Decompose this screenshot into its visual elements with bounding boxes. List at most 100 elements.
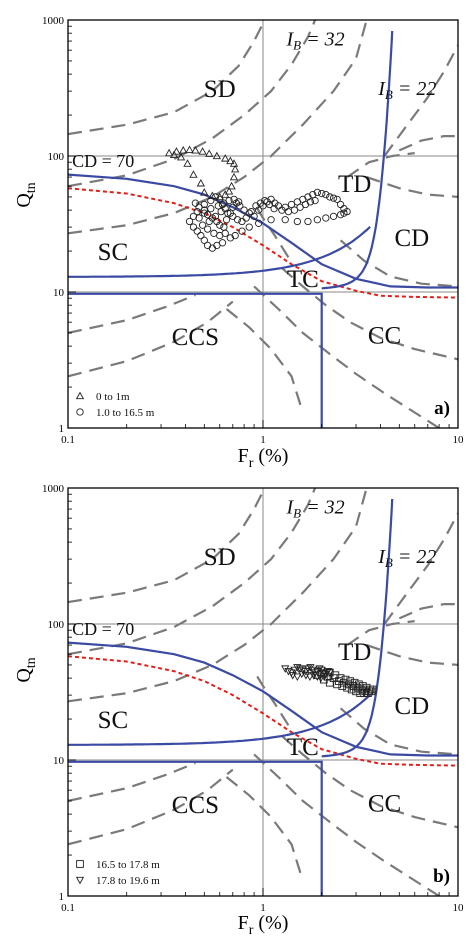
data-point	[197, 231, 205, 240]
state-parameter-contour	[346, 152, 415, 179]
zone-label-ccs: CCS	[172, 324, 219, 351]
data-point	[185, 145, 194, 154]
data-point	[212, 151, 222, 160]
data-point	[309, 672, 318, 680]
zone-label-cd: CD	[395, 693, 430, 720]
contractive-boundary	[68, 760, 323, 896]
state-parameter-contour	[281, 267, 458, 361]
state-parameter-contour	[366, 644, 458, 666]
data-point	[293, 673, 302, 681]
x-tick-label: 1	[260, 902, 266, 914]
data-point	[211, 193, 220, 201]
y-axis-title: Qtn	[13, 657, 39, 682]
state-parameter-contour	[383, 44, 458, 157]
data-point	[322, 214, 330, 222]
data-point	[207, 196, 215, 205]
data-point	[313, 216, 322, 224]
plot-area	[68, 488, 458, 896]
zone-label-sc: SC	[98, 239, 129, 266]
state-parameter-contour	[68, 300, 234, 378]
data-point	[320, 673, 329, 681]
data-point	[311, 196, 319, 205]
data-point	[367, 687, 376, 696]
data-point	[338, 682, 347, 690]
data-point	[224, 186, 234, 195]
state-parameter-contour	[253, 670, 290, 726]
ib-22-label: IB = 22	[377, 546, 436, 570]
y-tick-label: 1	[59, 423, 65, 435]
data-point	[247, 207, 255, 216]
data-point	[233, 216, 242, 224]
data-point	[226, 156, 235, 165]
data-point	[333, 680, 341, 689]
data-point	[343, 683, 351, 692]
zone-label-tc: TC	[287, 266, 319, 293]
data-point	[256, 199, 265, 207]
data-point	[340, 209, 348, 217]
zone-label-sd: SD	[204, 76, 236, 103]
zone-label-cd: CD	[395, 225, 430, 252]
legend-entry: 0 to 1m	[96, 391, 130, 403]
x-axis-title: Fr (%)	[238, 912, 289, 938]
state-parameter-contour	[68, 488, 317, 656]
data-point	[325, 669, 334, 677]
data-point	[203, 241, 212, 250]
data-point	[198, 221, 207, 229]
legend-entry: 1.0 to 16.5 m	[96, 407, 155, 419]
x-tick-label: 10	[453, 902, 465, 914]
data-point	[176, 152, 186, 161]
zone-label-cc: CC	[368, 323, 401, 350]
y-tick-label: 10	[53, 287, 65, 299]
red-dotted-boundary	[68, 655, 458, 767]
state-parameter-contour	[253, 753, 440, 896]
panel-label: a)	[434, 398, 450, 419]
data-point	[179, 146, 188, 154]
zone-label-ccs: CCS	[172, 792, 219, 819]
data-point	[238, 227, 246, 235]
data-point	[183, 159, 192, 167]
state-parameter-contour	[225, 776, 304, 881]
data-point	[352, 687, 360, 696]
ib-32-boundary	[68, 693, 371, 746]
ib-32-boundary	[68, 225, 371, 278]
data-point	[221, 154, 230, 162]
data-point	[231, 231, 239, 240]
data-point	[200, 209, 208, 217]
data-point	[200, 200, 208, 209]
zone-label-sc: SC	[98, 707, 129, 734]
data-point	[191, 146, 200, 154]
data-point	[313, 188, 322, 197]
state-parameter-contour	[253, 202, 290, 258]
data-point	[333, 195, 341, 204]
cd-70-boundary	[68, 641, 458, 757]
data-point	[224, 209, 232, 217]
ib-32-label: IB = 32	[286, 28, 345, 52]
zone-label-sd: SD	[204, 544, 236, 571]
data-point	[193, 227, 201, 235]
data-point	[164, 148, 174, 157]
data-point	[287, 200, 296, 209]
state-parameter-contour	[68, 768, 234, 846]
data-series	[164, 145, 240, 201]
data-point	[203, 225, 212, 233]
plot-area	[68, 20, 458, 428]
y-tick-label: 1000	[42, 483, 65, 495]
data-point	[200, 236, 208, 244]
x-axis-title: Fr (%)	[238, 445, 289, 471]
data-point	[221, 190, 230, 198]
ib-22-label: IB = 22	[377, 78, 436, 102]
data-point	[216, 221, 224, 229]
red-dotted-boundary	[68, 187, 458, 299]
data-point	[267, 216, 275, 224]
data-point	[242, 214, 250, 222]
data-point	[305, 673, 315, 681]
data-point	[200, 188, 209, 196]
x-tick-label: 1	[260, 434, 266, 446]
data-point	[281, 216, 289, 224]
state-parameter-contour	[346, 620, 415, 647]
legend-entry: 17.8 to 19.6 m	[96, 875, 160, 887]
data-point	[329, 212, 338, 220]
y-tick-label: 100	[48, 151, 65, 163]
y-tick-label: 10	[53, 755, 65, 767]
